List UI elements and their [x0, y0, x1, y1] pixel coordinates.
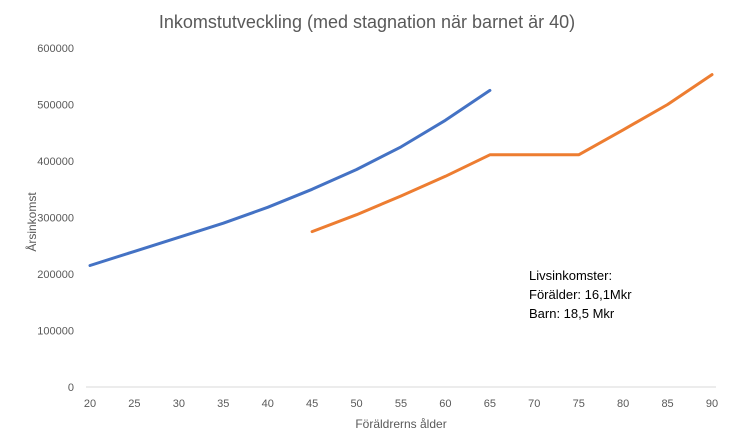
series-line-2 — [310, 73, 714, 234]
y-tick-label: 300000 — [37, 213, 74, 225]
annotation-line-2: Förälder: 16,1Mkr — [529, 287, 632, 302]
x-tick-label: 65 — [484, 398, 496, 410]
x-axis-tick-labels: 20 25 30 35 40 45 50 55 60 65 70 75 80 85 90 — [84, 398, 718, 410]
y-axis-tick-labels: 0 100000 200000 300000 400000 500000 600000 — [37, 43, 74, 394]
lifetime-income-annotation: Livsinkomster: Förälder: 16,1Mkr Barn: 1… — [529, 268, 632, 321]
x-tick-label: 30 — [173, 398, 185, 410]
x-tick-label: 20 — [84, 398, 96, 410]
x-tick-label: 50 — [350, 398, 362, 410]
chart-title: Inkomstutveckling (med stagnation när ba… — [159, 12, 575, 32]
x-axis-label: Föräldrerns ålder — [355, 417, 446, 431]
y-axis-label: Årsinkomst — [24, 192, 39, 252]
x-tick-label: 80 — [617, 398, 629, 410]
y-tick-label: 200000 — [37, 269, 74, 281]
y-tick-label: 400000 — [37, 156, 74, 168]
x-tick-label: 75 — [573, 398, 585, 410]
x-tick-label: 25 — [128, 398, 140, 410]
x-tick-label: 45 — [306, 398, 318, 410]
series-layer — [88, 73, 714, 267]
x-tick-label: 90 — [706, 398, 718, 410]
annotation-line-1: Livsinkomster: — [529, 268, 612, 283]
x-tick-label: 40 — [262, 398, 274, 410]
annotation-line-3: Barn: 18,5 Mkr — [529, 306, 615, 321]
x-tick-label: 85 — [661, 398, 673, 410]
series-line-1 — [88, 88, 492, 267]
y-tick-label: 500000 — [37, 100, 74, 112]
y-tick-label: 0 — [68, 382, 74, 394]
y-tick-label: 100000 — [37, 326, 74, 338]
y-tick-label: 600000 — [37, 43, 74, 55]
x-tick-label: 70 — [528, 398, 540, 410]
x-tick-label: 55 — [395, 398, 407, 410]
x-tick-label: 35 — [217, 398, 229, 410]
x-tick-label: 60 — [439, 398, 451, 410]
